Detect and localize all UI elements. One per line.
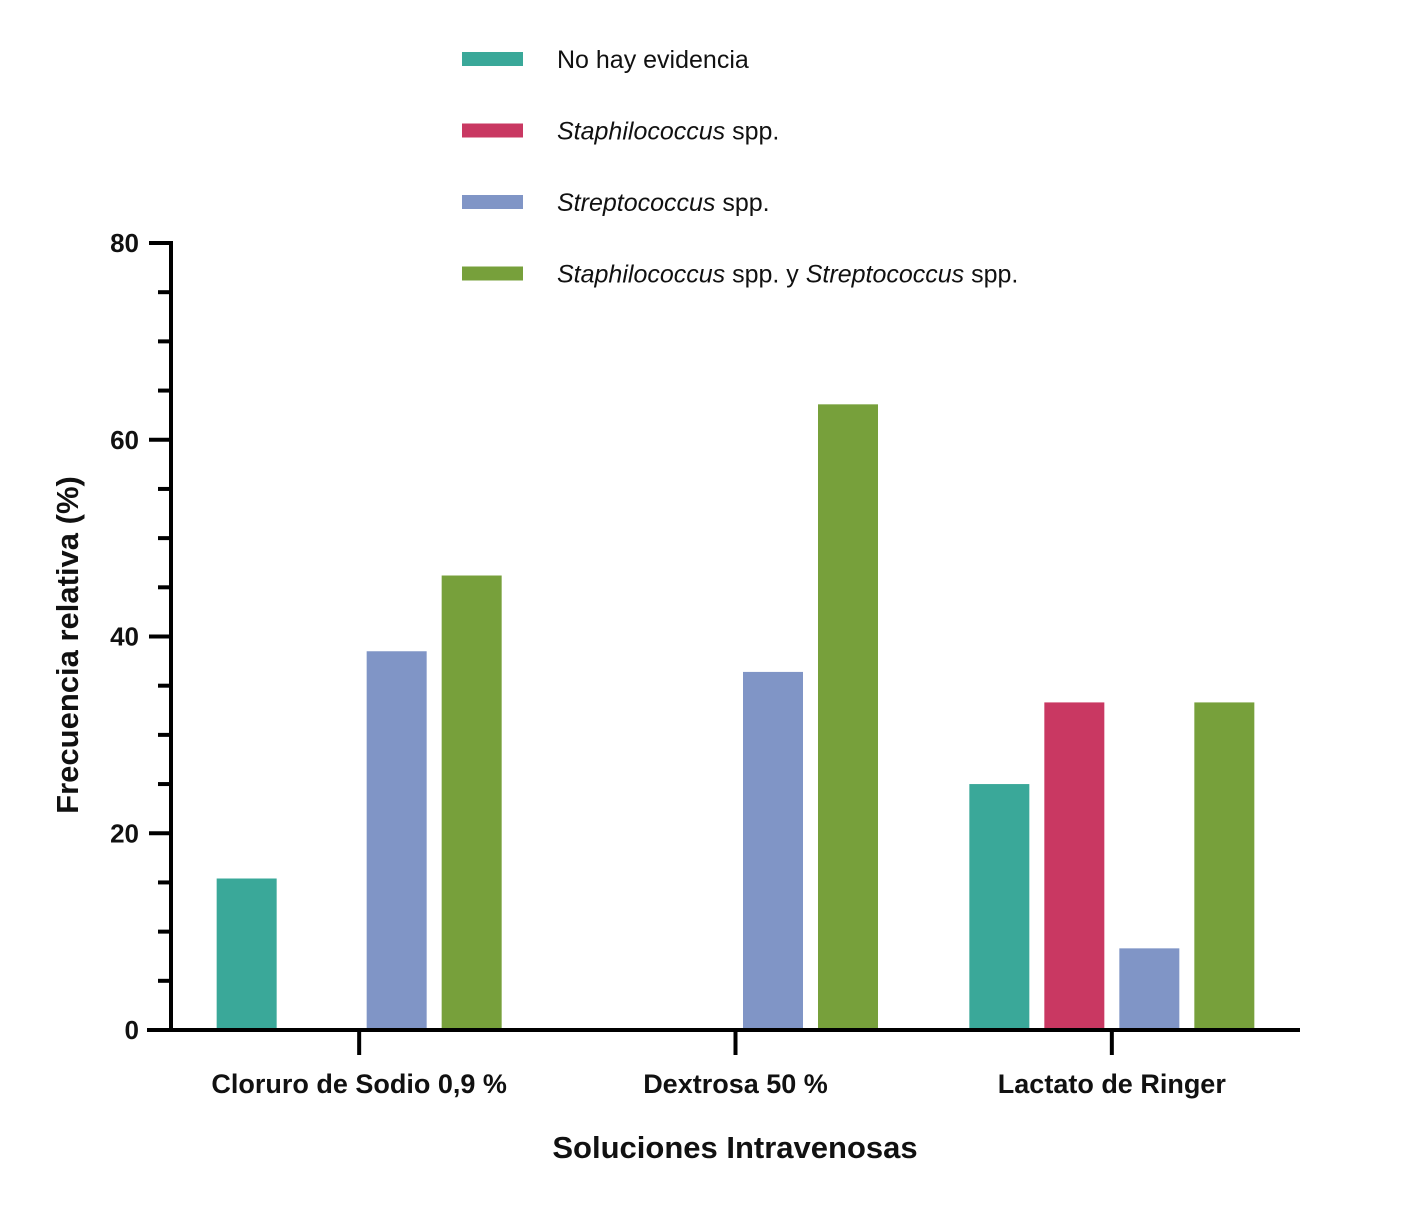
y-tick-label: 0: [125, 1015, 139, 1045]
y-axis: 0 20 40 60 80: [110, 228, 173, 1045]
legend-item: Streptococcus spp.: [462, 189, 770, 217]
legend-item: No hay evidencia: [462, 46, 749, 74]
x-axis-title: Soluciones Intravenosas: [552, 1130, 917, 1165]
y-axis-title: Frecuencia relativa (%): [50, 476, 85, 814]
y-tick-label: 20: [110, 818, 139, 848]
legend-item: Staphilococcus spp.: [462, 118, 779, 146]
legend: No hay evidencia Staphilococcus spp. Strep…: [462, 46, 1018, 289]
bar: [969, 784, 1030, 1030]
bar: [366, 651, 427, 1030]
x-tick-label: Lactato de Ringer: [998, 1069, 1227, 1099]
bar: [1044, 702, 1105, 1030]
bar: [441, 575, 502, 1030]
legend-label: Streptococcus spp.: [557, 189, 770, 217]
y-tick-label: 40: [110, 622, 139, 652]
legend-swatch: [462, 52, 523, 66]
y-tick-label: 80: [110, 228, 139, 258]
bar: [818, 404, 878, 1031]
y-tick-label: 60: [110, 425, 139, 455]
bar: [216, 878, 277, 1030]
x-tick-label: Dextrosa 50 %: [643, 1069, 828, 1099]
x-tick-label: Cloruro de Sodio 0,9 %: [211, 1069, 507, 1099]
bar: [1119, 948, 1180, 1030]
legend-swatch: [462, 195, 523, 209]
bar: [743, 671, 803, 1030]
legend-item: Staphilococcus spp. y Streptococcus spp.: [462, 261, 1018, 289]
x-axis: Cloruro de Sodio 0,9 % Dextrosa 50 % Lacta…: [147, 1028, 1300, 1099]
legend-label: Staphilococcus spp. y Streptococcus spp.: [557, 261, 1018, 289]
legend-label: Staphilococcus spp.: [557, 118, 779, 146]
legend-swatch: [462, 123, 523, 138]
legend-label: No hay evidencia: [557, 46, 749, 74]
legend-swatch: [462, 266, 523, 281]
bars: [216, 404, 1255, 1031]
bar: [1194, 702, 1255, 1030]
